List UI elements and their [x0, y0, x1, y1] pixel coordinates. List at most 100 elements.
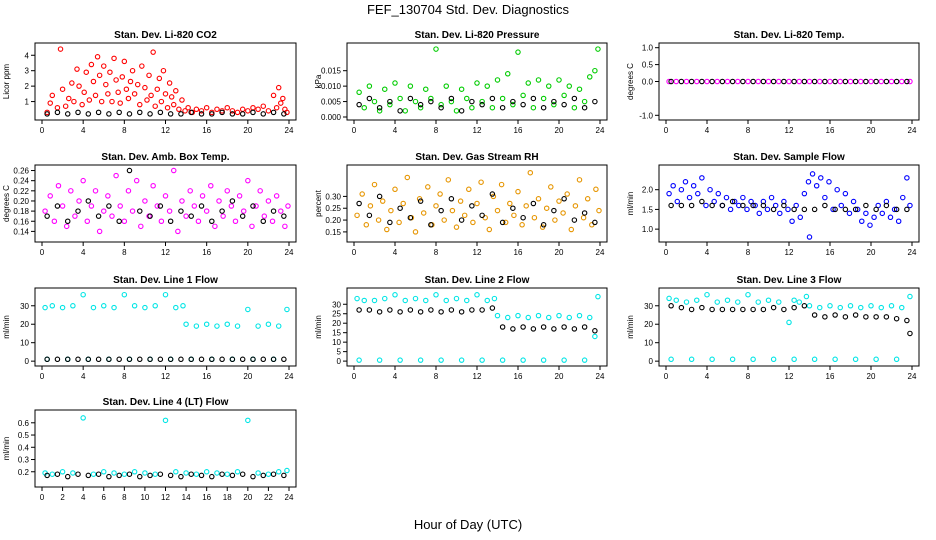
chart-panel-9: Stan. Dev. Line 3 Flow 0 4 8 12 16 20 24 0 10 20 30… [626, 275, 920, 381]
data-point-series-2 [116, 472, 122, 479]
x-tick-label: 16 [826, 248, 835, 257]
data-point-series-2 [479, 307, 485, 313]
x-tick-label: 24 [908, 248, 917, 257]
data-point-series-1 [90, 78, 97, 85]
data-point-series-1 [113, 172, 119, 179]
data-point-series-2 [356, 101, 362, 108]
data-point-series-1 [269, 218, 276, 225]
data-point-series-2 [198, 356, 205, 363]
data-point-series-1 [154, 203, 161, 209]
data-point-series-1 [152, 303, 158, 309]
data-point-series-1 [458, 357, 465, 363]
data-point-series-2 [376, 193, 383, 200]
data-point-series-1 [515, 312, 521, 319]
data-point-series-2 [540, 324, 547, 330]
data-point-series-1 [138, 223, 144, 230]
data-point-series-1 [255, 323, 261, 329]
y-tick-label: 10 [332, 338, 341, 347]
data-point-series-1 [111, 55, 117, 62]
data-point-series-1 [552, 217, 558, 223]
y-tick-label: 0.010 [321, 82, 342, 91]
data-point-series-2 [688, 306, 695, 313]
data-point-series-1 [816, 78, 823, 85]
x-tick-label: 0 [664, 372, 669, 381]
data-point-series-2 [750, 306, 756, 313]
data-point-series-2 [260, 472, 267, 479]
data-point-series-2 [842, 78, 849, 85]
x-tick-label: 16 [826, 372, 835, 381]
data-point-series-1 [556, 312, 562, 319]
data-point-series-1 [265, 321, 272, 327]
y-tick-label: 0.26 [13, 167, 29, 176]
data-point-series-1 [740, 194, 746, 201]
data-point-series-1 [898, 304, 905, 311]
data-point-series-2 [44, 111, 50, 117]
x-tick-label: 0 [352, 248, 357, 257]
data-point-series-1 [791, 356, 797, 363]
x-tick-label: 8 [122, 493, 127, 502]
x-tick-label: 0 [352, 372, 357, 381]
data-point-series-1 [888, 303, 895, 309]
data-point-series-1 [117, 100, 123, 106]
data-point-series-2 [678, 78, 685, 85]
data-point-series-1 [142, 470, 148, 476]
data-point-series-1 [893, 356, 900, 363]
data-point-series-2 [719, 306, 726, 313]
data-point-series-2 [106, 203, 112, 209]
panel-frame [34, 287, 297, 367]
data-point-series-1 [586, 314, 593, 321]
data-point-series-1 [898, 78, 905, 85]
data-point-series-1 [142, 84, 148, 91]
data-point-series-1 [686, 194, 693, 201]
panel-frame [346, 164, 608, 243]
data-point-series-1 [417, 104, 424, 111]
data-point-series-1 [596, 207, 602, 214]
data-point-series-2 [781, 306, 787, 313]
data-point-series-1 [683, 299, 690, 305]
data-point-series-2 [740, 202, 746, 209]
data-point-series-2 [44, 356, 50, 363]
y-tick-label: 30 [332, 300, 341, 309]
data-point-series-1 [535, 196, 542, 202]
data-point-series-1 [818, 175, 824, 181]
data-point-series-1 [158, 98, 165, 105]
y-tick-label: 3 [25, 67, 30, 76]
data-point-series-1 [422, 86, 429, 92]
data-point-series-2 [270, 208, 277, 214]
data-point-series-1 [502, 219, 509, 226]
data-point-series-1 [239, 106, 246, 113]
data-point-series-1 [484, 297, 490, 304]
x-tick-label: 0 [40, 248, 45, 257]
data-point-series-1 [417, 357, 424, 363]
x-tick-label: 20 [555, 372, 564, 381]
data-point-series-2 [801, 78, 808, 85]
data-point-series-2 [219, 208, 225, 214]
x-tick-label: 20 [867, 126, 876, 135]
data-point-series-2 [239, 111, 246, 117]
data-point-series-1 [729, 356, 736, 363]
data-point-series-1 [113, 77, 119, 83]
data-point-series-1 [752, 202, 758, 209]
data-point-series-2 [740, 306, 746, 313]
data-point-series-1 [561, 357, 567, 363]
data-point-series-2 [822, 314, 828, 320]
data-point-series-1 [381, 86, 388, 92]
data-point-series-1 [494, 312, 501, 319]
data-point-series-2 [54, 109, 61, 116]
data-point-series-2 [281, 111, 287, 117]
data-point-series-2 [438, 207, 444, 214]
y-tick-label: -1.0 [639, 111, 653, 120]
data-point-series-1 [214, 470, 220, 476]
data-point-series-1 [854, 206, 861, 213]
chart-panel-3: Stan. Dev. Li-820 Temp. 0 4 8 12 16 20 24 -1.0 0.… [626, 30, 920, 135]
data-point-series-2 [561, 324, 567, 330]
data-point-series-1 [228, 203, 235, 209]
data-point-series-1 [453, 108, 460, 114]
x-tick-label: 24 [285, 493, 294, 502]
data-point-series-1 [55, 183, 62, 189]
data-point-series-1 [704, 78, 710, 85]
data-point-series-1 [224, 188, 231, 194]
x-tick-label: 4 [393, 372, 398, 381]
data-point-series-1 [842, 190, 849, 197]
data-point-series-2 [530, 326, 537, 332]
